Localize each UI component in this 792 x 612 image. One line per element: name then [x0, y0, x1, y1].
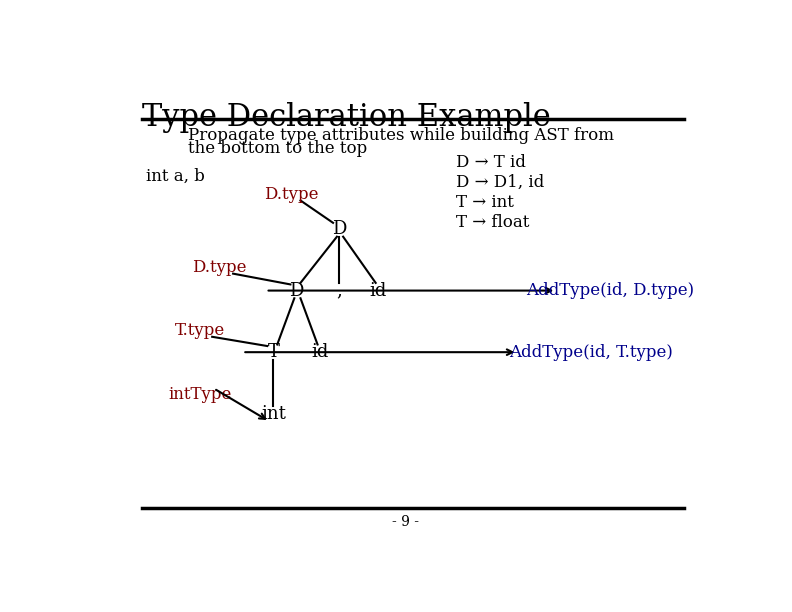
Text: AddType(id, T.type): AddType(id, T.type): [509, 344, 673, 360]
Text: - 9 -: - 9 -: [392, 515, 420, 529]
Text: ,: ,: [337, 282, 342, 300]
Text: T.type: T.type: [174, 322, 225, 339]
Text: D.type: D.type: [192, 259, 246, 276]
Text: id: id: [369, 282, 386, 300]
Text: T → float: T → float: [455, 214, 529, 231]
Text: the bottom to the top: the bottom to the top: [188, 140, 367, 157]
Text: D: D: [332, 220, 346, 238]
Text: int: int: [261, 405, 286, 423]
Text: D: D: [289, 282, 304, 300]
Text: AddType(id, D.type): AddType(id, D.type): [527, 282, 695, 299]
Text: id: id: [311, 343, 329, 361]
Text: Propagate type attributes while building AST from: Propagate type attributes while building…: [188, 127, 614, 144]
Text: Type Declaration Example: Type Declaration Example: [142, 102, 550, 133]
Text: intType: intType: [168, 386, 231, 403]
Text: T: T: [268, 343, 280, 361]
Text: D.type: D.type: [264, 186, 318, 203]
Text: T → int: T → int: [455, 193, 513, 211]
Text: D → T id: D → T id: [455, 154, 525, 171]
Text: D → D1, id: D → D1, id: [455, 174, 544, 190]
Text: int a, b: int a, b: [146, 167, 204, 184]
